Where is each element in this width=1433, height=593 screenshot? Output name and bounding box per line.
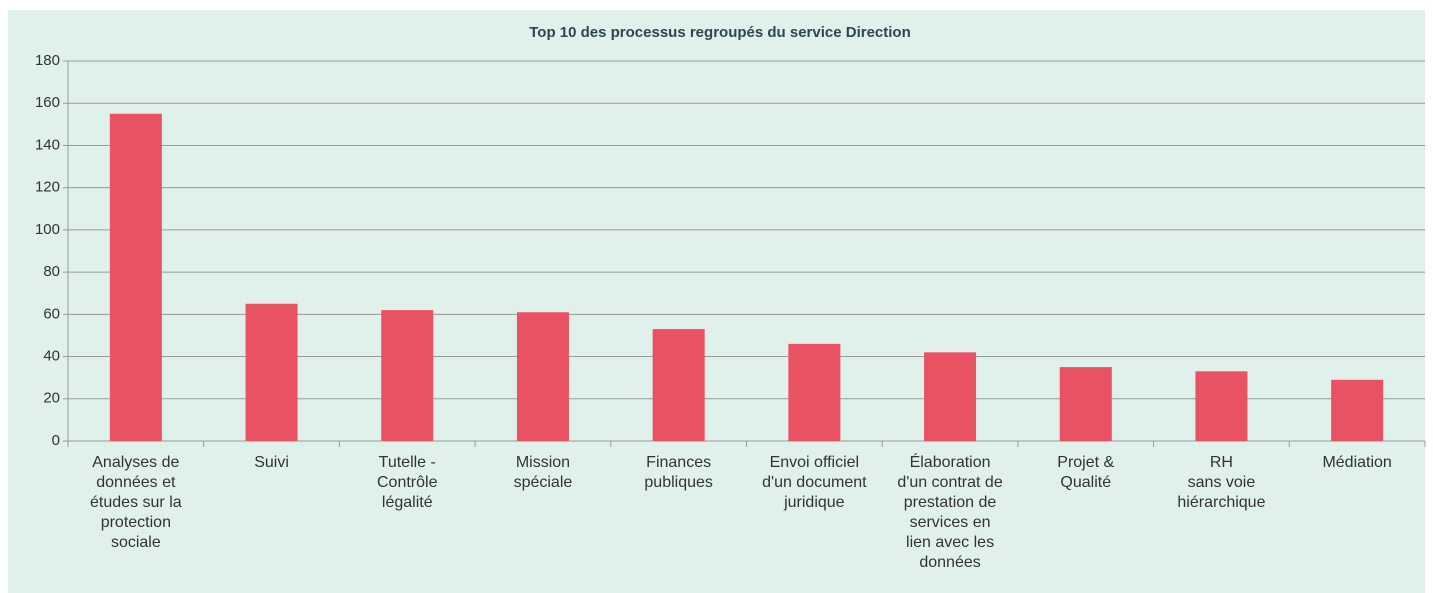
- bar: [924, 352, 977, 441]
- bar: [1331, 379, 1384, 441]
- bar: [1059, 367, 1112, 441]
- chart-background: [8, 10, 1425, 593]
- bar: [652, 329, 705, 441]
- y-tick-label: 20: [43, 390, 60, 407]
- y-tick-label: 100: [35, 221, 60, 238]
- y-tick-label: 40: [43, 348, 60, 365]
- y-tick-label: 0: [52, 432, 60, 449]
- x-tick-label: Finances publiques: [644, 454, 713, 491]
- bar: [381, 310, 434, 441]
- y-tick-label: 120: [35, 179, 60, 196]
- y-tick-label: 160: [35, 94, 60, 111]
- bar: [109, 113, 162, 442]
- x-tick-label: Suivi: [254, 454, 289, 471]
- x-tick-label: RH sans voie hiérarchique: [1177, 454, 1266, 511]
- bar: [516, 312, 569, 441]
- y-tick-label: 180: [35, 52, 60, 69]
- x-tick-label: Médiation: [1322, 454, 1392, 471]
- x-tick-label: Projet & Qualité: [1057, 454, 1115, 491]
- x-tick-label: Mission spéciale: [513, 454, 573, 491]
- bar: [1195, 371, 1248, 441]
- x-tick-label: Élaboration d'un contrat de prestation d…: [897, 454, 1003, 571]
- y-tick-label: 80: [43, 263, 60, 280]
- x-tick-label: Analyses de données et études sur la pro…: [90, 454, 182, 551]
- x-tick-label: Tutelle - Contrôle légalité: [377, 454, 438, 511]
- y-tick-label: 140: [35, 136, 60, 153]
- bar: [788, 343, 841, 441]
- x-tick-label: Envoi officiel d'un document juridique: [762, 454, 867, 511]
- bar: [245, 303, 298, 441]
- chart-title: Top 10 des processus regroupés du servic…: [529, 24, 911, 41]
- y-tick-label: 60: [43, 305, 60, 322]
